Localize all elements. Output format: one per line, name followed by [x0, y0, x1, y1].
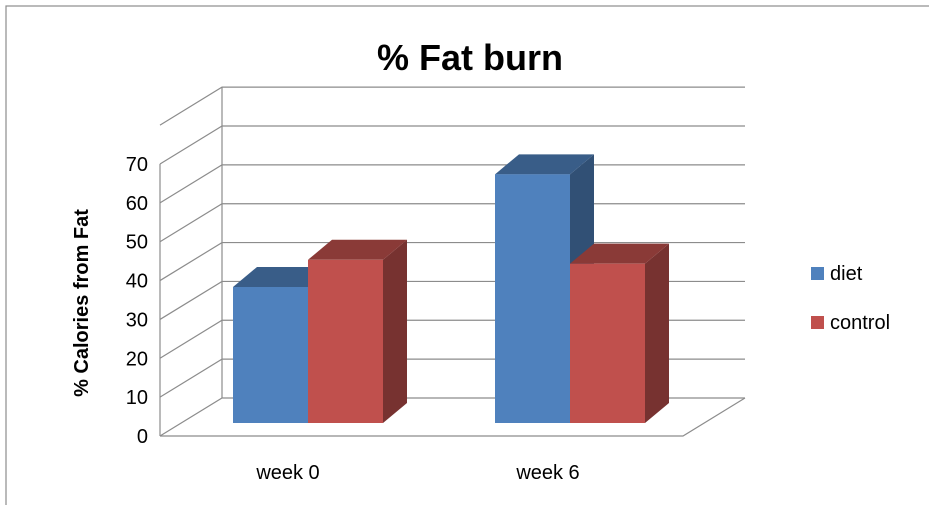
legend-label-control: control — [830, 312, 890, 334]
bar-side — [383, 239, 407, 423]
y-axis-label: % Calories from Fat — [71, 209, 93, 397]
floor-edge — [160, 397, 746, 437]
x-category-label: week 6 — [515, 462, 579, 484]
bar-front — [570, 263, 645, 423]
chart-border — [5, 5, 929, 505]
bar-top — [308, 239, 407, 260]
bar-front — [495, 174, 570, 423]
bar-front — [308, 259, 383, 423]
y-tick-label: 30 — [126, 309, 148, 331]
y-tick-label: 70 — [126, 154, 148, 176]
category-labels: week 0 week 6 — [255, 462, 579, 484]
chart-title: % Fat burn — [377, 37, 563, 78]
y-tick-label: 10 — [126, 387, 148, 409]
y-tick-label: 60 — [126, 193, 148, 215]
bar-side — [645, 243, 669, 423]
bars — [233, 154, 669, 424]
legend-swatch-diet — [811, 267, 824, 280]
y-tick-labels: 0 10 20 30 40 50 60 70 — [126, 154, 148, 448]
y-tick-label: 0 — [137, 426, 148, 448]
gridline — [159, 203, 745, 243]
bar-control-week-0 — [308, 239, 407, 423]
bar-top — [233, 267, 332, 287]
legend-swatch-control — [811, 316, 824, 329]
gridline — [159, 86, 745, 126]
legend-label-diet: diet — [830, 263, 863, 285]
bar-control-week-6 — [570, 243, 669, 423]
y-tick-label: 50 — [126, 232, 148, 254]
bar-top — [570, 243, 669, 264]
bar-front — [233, 287, 308, 423]
bar-top — [495, 154, 594, 175]
gridline — [159, 164, 745, 204]
gridline — [159, 125, 745, 165]
x-category-label: week 0 — [255, 462, 319, 484]
legend: diet control — [811, 263, 890, 334]
y-tick-label: 20 — [126, 348, 148, 370]
y-tick-label: 40 — [126, 271, 148, 293]
